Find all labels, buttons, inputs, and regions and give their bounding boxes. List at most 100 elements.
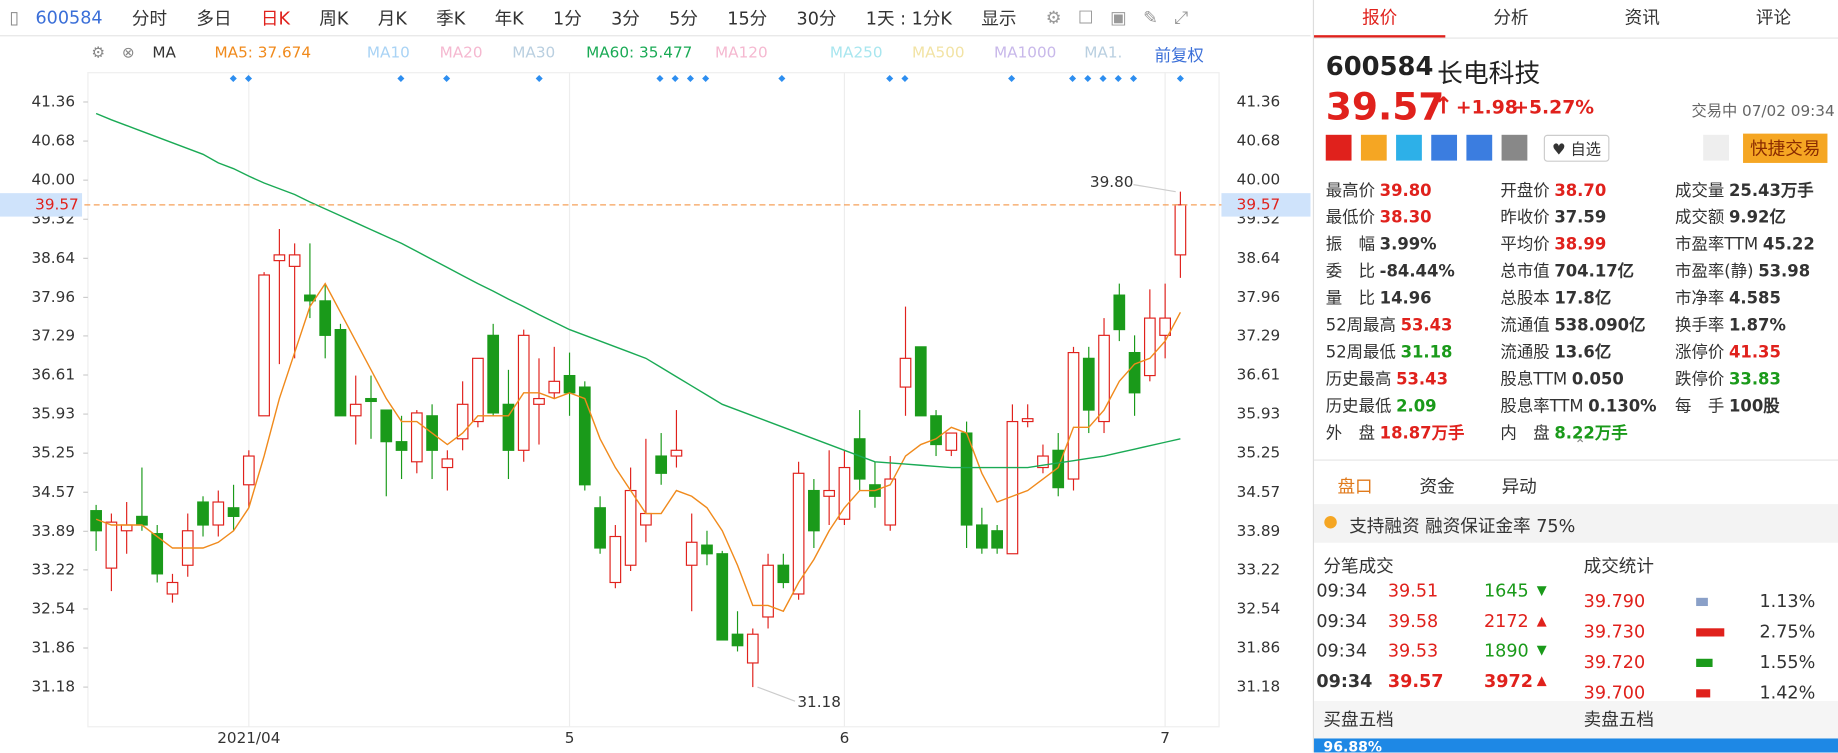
- adjust-select[interactable]: 前复权: [1154, 46, 1204, 66]
- y-tick-label-right: 33.89: [1237, 522, 1281, 540]
- candle-body: [1113, 294, 1126, 331]
- trade-button[interactable]: 快捷交易: [1743, 133, 1828, 163]
- settings-icon[interactable]: ⚙: [91, 44, 106, 63]
- stat-label: 股息率TTM: [1500, 397, 1584, 417]
- display-select[interactable]: 显示: [981, 7, 1017, 29]
- ma-legend-item[interactable]: MA60: 35.477: [586, 44, 693, 63]
- dist-price: 39.720: [1583, 651, 1646, 673]
- tool-icons[interactable]: ⚙☐▣✎⤢: [1045, 7, 1205, 29]
- stat-label: 振 幅: [1325, 235, 1375, 255]
- signal-marker: [1176, 75, 1184, 83]
- stat-label: 总股本: [1500, 289, 1550, 309]
- ma-legend-item[interactable]: MA20: [439, 44, 483, 63]
- period-tab[interactable]: 30分: [796, 7, 837, 29]
- period-tab[interactable]: 1分: [553, 7, 582, 29]
- signal-marker: [702, 75, 710, 83]
- stat-label: 量 比: [1325, 289, 1375, 309]
- candle-body: [472, 357, 484, 423]
- ma-legend-item[interactable]: MA500: [911, 44, 965, 63]
- period-tab[interactable]: 年K: [494, 7, 524, 29]
- candle-body: [533, 397, 545, 405]
- ma-legend-item[interactable]: MA30: [512, 44, 556, 63]
- stat-label: 涨停价: [1675, 343, 1725, 363]
- icon[interactable]: [1396, 134, 1422, 161]
- candle-body: [808, 489, 820, 532]
- period-tab[interactable]: 月K: [377, 7, 407, 29]
- feature-icons: [1325, 134, 1528, 161]
- candle-body: [227, 507, 240, 517]
- y-tick-label-right: 37.29: [1237, 326, 1281, 344]
- divider: [1314, 459, 1838, 461]
- stat-value: 100股: [1728, 397, 1780, 417]
- tick-price: 39.53: [1387, 640, 1439, 662]
- y-tick-label-right: 33.22: [1237, 560, 1281, 578]
- stat-label: 外 盘: [1325, 424, 1375, 444]
- period-tab[interactable]: 分时: [131, 7, 168, 29]
- candle-body: [1006, 420, 1019, 555]
- ma-legend-item[interactable]: MA1000: [994, 44, 1057, 63]
- y-tick-label-right: 35.25: [1237, 444, 1281, 462]
- ma-legend: ⚙ ⊗ MA 前复权 MA5: 37.674 MA10 MA20 MA30 MA60: …: [0, 40, 1311, 68]
- quote-pct: +5.27%: [1513, 96, 1595, 119]
- ma-legend-item[interactable]: MA5: 37.674: [214, 44, 312, 63]
- signal-marker: [1114, 75, 1122, 83]
- dist-bar: [1696, 658, 1713, 667]
- icon[interactable]: [1501, 134, 1528, 161]
- tick-vol: 2172: [1483, 610, 1529, 632]
- candle-body: [563, 374, 576, 394]
- tick-vol: 3972: [1483, 669, 1533, 692]
- watch-button[interactable]: ♥ 自选: [1543, 134, 1610, 162]
- signal-marker: [1084, 75, 1092, 83]
- tick-dir: ▼: [1536, 642, 1547, 658]
- signal-marker: [1129, 75, 1138, 83]
- period-tab[interactable]: 周K: [319, 7, 349, 29]
- period-select[interactable]: 1天 : 1分K: [865, 7, 952, 29]
- stat-label: 历史最低: [1325, 397, 1392, 417]
- ma-legend-item[interactable]: MA1.: [1084, 44, 1123, 63]
- period-tab[interactable]: 季K: [436, 7, 466, 29]
- candle-body: [1143, 317, 1156, 377]
- candle-body: [609, 535, 622, 584]
- bell[interactable]: [1703, 134, 1729, 161]
- signal-marker: [229, 75, 237, 83]
- tick-price: 39.58: [1387, 610, 1439, 632]
- stat-label: 52周最高: [1325, 316, 1396, 336]
- sidebar-icon[interactable]: ▯: [9, 7, 20, 29]
- stat-label: 跌停价: [1675, 370, 1725, 390]
- quote-tab[interactable]: 评论: [1755, 7, 1792, 29]
- candle-body: [502, 403, 515, 451]
- signal-marker: [244, 75, 253, 83]
- icon[interactable]: [1431, 134, 1458, 161]
- period-tab[interactable]: 3分: [611, 7, 640, 29]
- period-tab[interactable]: 多日: [196, 7, 232, 29]
- candle-body: [594, 507, 606, 549]
- sub-tab[interactable]: 资金: [1419, 475, 1455, 498]
- stat-item: 流通股 13.6亿: [1500, 340, 1611, 363]
- collapse[interactable]: ⌃: [1574, 436, 1587, 453]
- signal-marker: [443, 75, 451, 83]
- sub-tab[interactable]: 异动: [1501, 475, 1537, 498]
- ma-line: [95, 282, 1182, 613]
- icon[interactable]: [1466, 134, 1493, 161]
- stat-value: 1.87%: [1728, 316, 1786, 336]
- ma-legend-item[interactable]: MA250: [829, 44, 883, 63]
- ma-legend-item[interactable]: MA10: [366, 44, 410, 63]
- ma-legend-item[interactable]: MA120: [715, 44, 768, 63]
- quote-price: 39.57: [1325, 84, 1445, 129]
- period-tab[interactable]: 15分: [727, 7, 768, 29]
- stat-value: 0.130%: [1588, 397, 1657, 417]
- icon[interactable]: [1325, 134, 1352, 161]
- quote-tab[interactable]: 分析: [1493, 7, 1529, 29]
- close-icon[interactable]: ⊗: [121, 44, 135, 63]
- low-pointer: [757, 686, 796, 702]
- candle-body: [945, 432, 958, 451]
- period-tab[interactable]: 日K: [260, 7, 291, 29]
- y-tick-label-right: 40.68: [1237, 132, 1281, 150]
- stat-item: 流通值 538.090亿: [1500, 313, 1645, 336]
- quote-tab[interactable]: 报价: [1314, 0, 1446, 38]
- candle-body: [380, 409, 393, 443]
- quote-tab[interactable]: 资讯: [1624, 7, 1660, 29]
- sub-tab[interactable]: 盘口: [1337, 475, 1373, 498]
- icon[interactable]: [1360, 134, 1387, 161]
- period-tab[interactable]: 5分: [669, 7, 698, 29]
